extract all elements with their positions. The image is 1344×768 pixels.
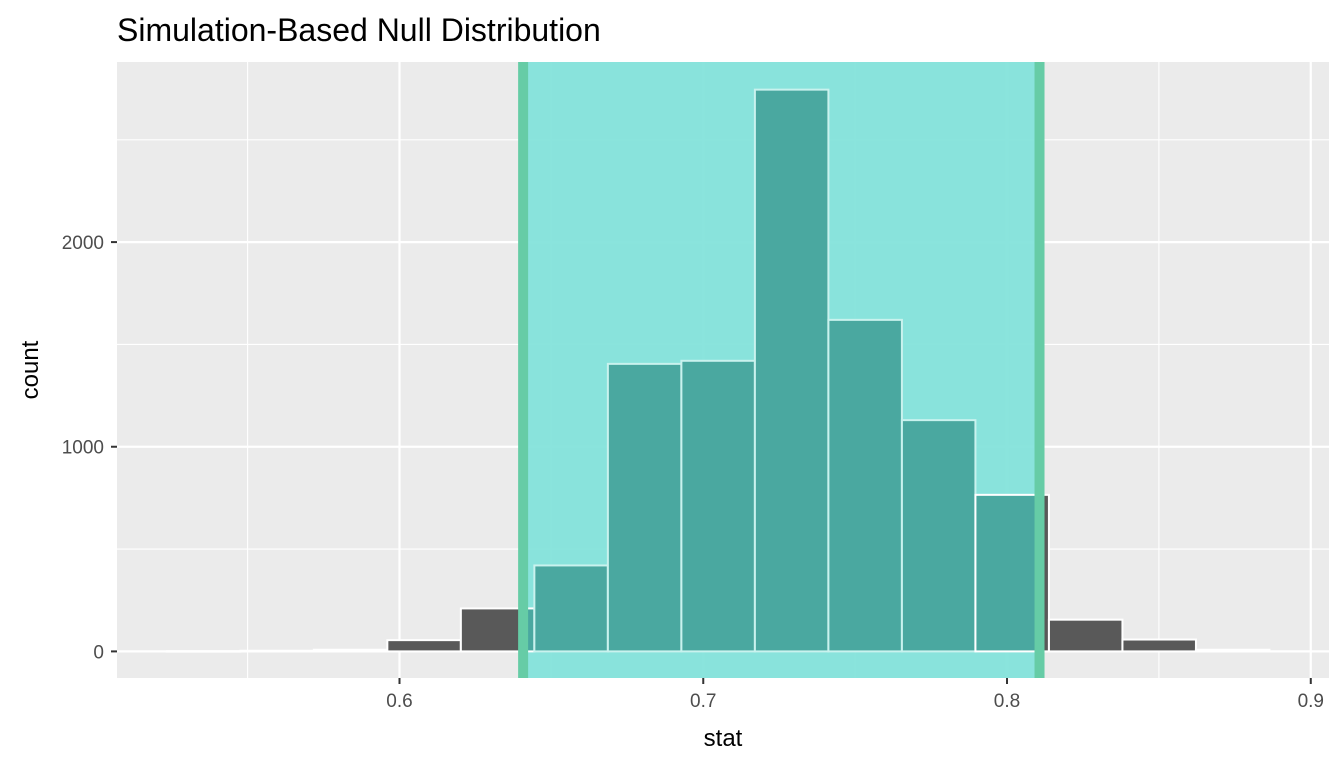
histogram-bar-fill: [523, 608, 535, 652]
interval-boundaries: [518, 62, 1045, 678]
x-tick-label: 0.6: [386, 691, 412, 712]
x-tick-label: 0.8: [994, 691, 1020, 712]
histogram-bar-fill: [1122, 639, 1196, 652]
histogram-bar-fill: [681, 360, 755, 652]
histogram-bar: [1121, 638, 1197, 653]
y-tick-label: 0: [93, 642, 104, 663]
y-axis-title: count: [17, 340, 44, 399]
histogram-bar-fill: [828, 319, 902, 652]
chart-title: Simulation-Based Null Distribution: [117, 12, 601, 48]
histogram-bar-fill: [901, 420, 976, 652]
histogram-bar: [1194, 648, 1271, 653]
histogram-bar: [1047, 618, 1124, 653]
x-axis-title: stat: [704, 725, 743, 752]
histogram-bar: [165, 650, 242, 653]
x-tick-label: 0.7: [690, 691, 716, 712]
histogram-bar: [312, 648, 389, 653]
histogram-bar: [974, 493, 1050, 653]
axes: 0.6 0.7 0.8 0.9 0 1000 2000: [62, 233, 1324, 712]
histogram-bars: [165, 88, 1271, 653]
histogram-bar-fill: [460, 608, 524, 652]
y-tick-label: 1000: [62, 438, 104, 459]
histogram-bar-fill: [534, 565, 608, 652]
histogram-bar: [239, 649, 315, 653]
histogram-bar-fill: [975, 494, 1040, 652]
histogram-bar-fill: [607, 363, 682, 652]
y-tick-label: 2000: [62, 233, 104, 254]
x-tick-label: 0.9: [1298, 691, 1324, 712]
histogram-bar-fill: [754, 89, 829, 652]
histogram-bar-fill: [1048, 619, 1123, 652]
histogram-bar-fill: [387, 640, 461, 652]
